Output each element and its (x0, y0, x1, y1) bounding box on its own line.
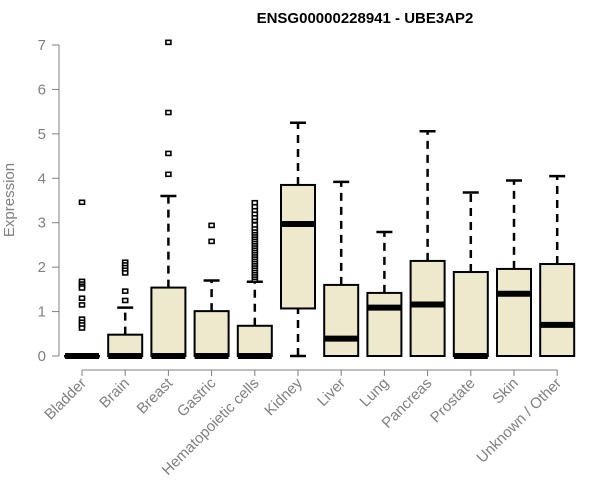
box-iqr (236, 324, 273, 358)
outlier-point (78, 302, 86, 308)
y-axis-label: Expression (1, 163, 18, 237)
box-iqr (452, 271, 489, 357)
x-tick-label: Skin (489, 375, 522, 408)
x-tick-label: Breast (134, 374, 177, 417)
box-breast (150, 39, 187, 359)
box-lung (366, 230, 403, 358)
outlier-point (251, 199, 259, 206)
outlier-point (165, 39, 172, 46)
box-kidney (280, 121, 316, 358)
outlier-point (165, 150, 172, 157)
box-brain (107, 259, 144, 359)
outlier-point (251, 222, 259, 228)
outlier-point (78, 325, 86, 331)
box-iqr (193, 310, 230, 357)
box-unknown-other (539, 174, 576, 358)
y-tick-label: 4 (38, 170, 46, 187)
y-tick-label: 5 (38, 126, 46, 143)
y-tick-label: 0 (38, 348, 46, 365)
outlier-point (208, 222, 215, 229)
box-iqr (107, 333, 144, 357)
box-iqr (366, 291, 403, 358)
box-hematopoietic-cells (236, 199, 273, 359)
box-prostate (452, 191, 489, 359)
x-tick-label: Lung (357, 375, 393, 411)
y-tick-label: 7 (38, 37, 46, 54)
outlier-point (121, 297, 129, 304)
box-iqr (150, 286, 187, 357)
outlier-point (165, 109, 172, 116)
x-tick-label: Prostate (427, 375, 479, 427)
x-tick-label: Bladder (41, 375, 90, 424)
y-tick-label: 3 (38, 215, 46, 232)
box-iqr (323, 283, 360, 357)
y-tick-label: 1 (38, 304, 46, 321)
x-tick-label: Kidney (261, 374, 306, 419)
box-iqr (409, 259, 446, 357)
outlier-point (78, 285, 86, 291)
box-liver (323, 180, 360, 357)
outlier-point (121, 270, 129, 276)
outlier-point (208, 238, 215, 245)
outlier-point (165, 171, 172, 178)
box-bladder (64, 199, 100, 359)
x-tick-label: Brain (96, 375, 133, 412)
box-skin (496, 179, 532, 358)
chart-title: ENSG00000228941 - UBE3AP2 (257, 10, 474, 27)
x-tick-label: Liver (314, 375, 349, 410)
box-iqr (539, 263, 576, 358)
box-iqr (496, 267, 532, 358)
outlier-point (121, 288, 129, 294)
box-pancreas (409, 129, 446, 357)
box-gastric (193, 222, 230, 359)
y-tick-label: 2 (38, 259, 46, 276)
y-tick-label: 6 (38, 81, 46, 98)
outlier-point (78, 295, 86, 302)
outlier-point (78, 199, 86, 206)
box-iqr (280, 183, 316, 310)
